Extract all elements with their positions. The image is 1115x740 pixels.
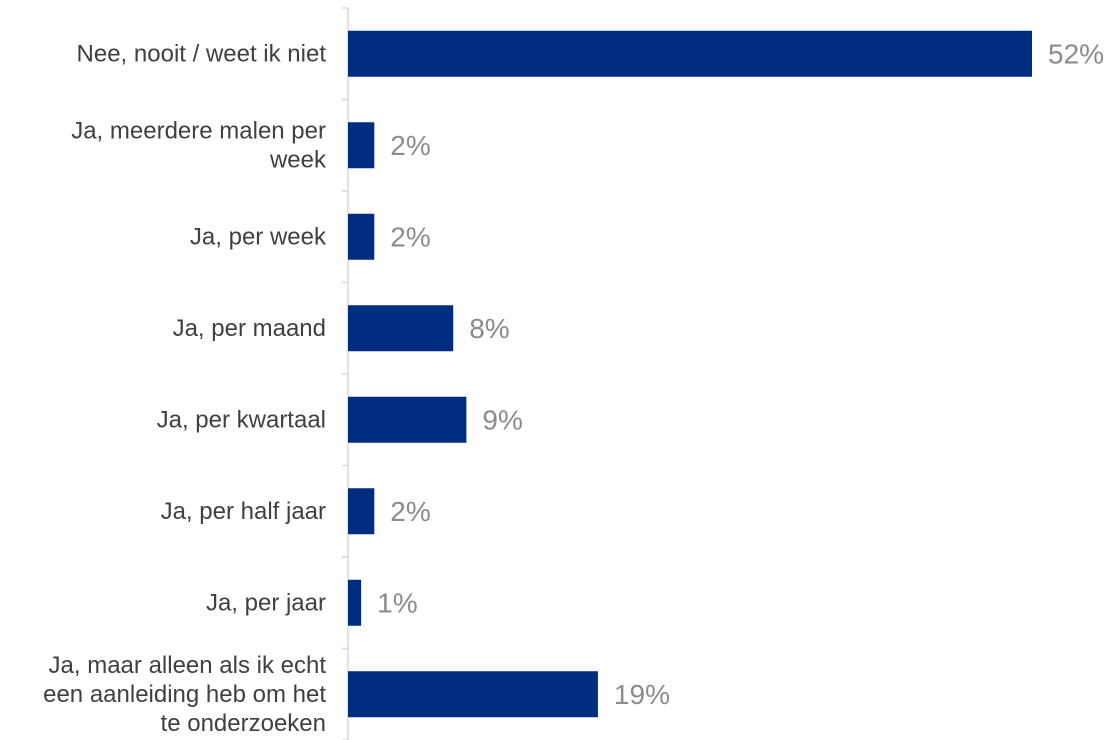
category-label: Ja, per jaar	[206, 589, 326, 616]
category-label-line: Ja, per half jaar	[161, 498, 326, 525]
category-label: Ja, per week	[190, 223, 327, 250]
value-labels: 52% 2% 2% 8% 9% 2% 1% 19%	[377, 38, 1104, 710]
category-labels: Nee, nooit / weet ik niet Ja, meerdere ma…	[43, 40, 327, 737]
category-label-line: Ja, maar alleen als ik echt	[49, 652, 327, 679]
bar	[348, 213, 375, 260]
value-label: 1%	[377, 587, 417, 618]
category-label-line: Ja, per maand	[173, 315, 326, 342]
bar	[348, 488, 375, 535]
bars	[348, 30, 1032, 718]
category-label-line: week	[269, 146, 327, 173]
value-label: 2%	[390, 496, 430, 527]
bar	[348, 305, 454, 352]
value-label: 52%	[1048, 38, 1104, 69]
category-label-line: Ja, per jaar	[206, 589, 326, 616]
category-label-line: Ja, per week	[190, 223, 327, 250]
bar	[348, 396, 467, 443]
category-label: Ja, per kwartaal	[157, 406, 326, 433]
category-label: Ja, meerdere malen per week	[71, 117, 327, 173]
value-label: 9%	[482, 404, 522, 435]
value-label: 8%	[469, 313, 509, 344]
value-label: 2%	[390, 130, 430, 161]
bar	[348, 579, 362, 626]
bar	[348, 671, 598, 718]
category-label-line: te onderzoeken	[161, 710, 326, 737]
category-label-line: Nee, nooit / weet ik niet	[77, 40, 327, 67]
bar	[348, 30, 1032, 77]
category-label: Nee, nooit / weet ik niet	[77, 40, 327, 67]
value-label: 19%	[614, 679, 670, 710]
value-label: 2%	[390, 221, 430, 252]
category-label: Ja, per maand	[173, 315, 326, 342]
category-label-line: een aanleiding heb om het	[43, 681, 326, 708]
category-label-line: Ja, meerdere malen per	[71, 117, 326, 144]
axis-ticks	[342, 7, 348, 740]
category-label-line: Ja, per kwartaal	[157, 406, 326, 433]
category-label: Ja, per half jaar	[161, 498, 326, 525]
bar	[348, 122, 375, 169]
category-label: Ja, maar alleen als ik echt een aanleidin…	[43, 652, 326, 737]
